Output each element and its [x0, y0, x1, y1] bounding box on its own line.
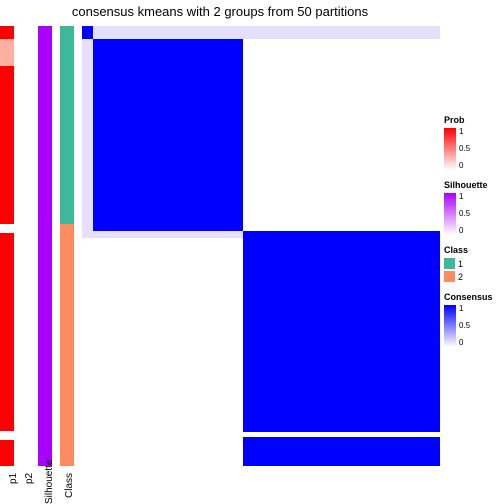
legend-tick: 0.5	[459, 145, 470, 153]
legend-tick: 0	[459, 162, 463, 170]
legend-title: Consensus	[444, 292, 502, 302]
legend-tick: 0.5	[459, 322, 470, 330]
consensus-heatmap	[82, 26, 440, 466]
legend-gradient-bar	[444, 305, 456, 347]
heatmap-row-cluster1	[82, 39, 440, 231]
legend-ticks: 10.50	[459, 193, 483, 235]
heatmap-body	[82, 39, 440, 466]
legends: Prob 10.50 Silhouette 10.50 Class 12 Con…	[444, 115, 502, 357]
annotation-col-silhouette	[38, 26, 52, 466]
annotation-segment	[60, 26, 74, 224]
legend-title: Class	[444, 245, 502, 255]
heatmap-cell	[82, 238, 243, 466]
legend-title: Prob	[444, 115, 502, 125]
heatmap-cell-group	[82, 231, 243, 466]
annotation-segment	[38, 26, 52, 466]
xlabel-class: Class	[64, 473, 75, 498]
heatmap-cell	[243, 231, 440, 432]
x-axis-labels: p1 p2 Silhouette Class	[0, 468, 440, 504]
heatmap-cell	[243, 437, 440, 466]
legend-title: Silhouette	[444, 180, 502, 190]
legend-silhouette: Silhouette 10.50	[444, 180, 502, 235]
annotation-segment	[16, 26, 30, 466]
legend-tick: 1	[459, 128, 463, 136]
legend-items: 12	[444, 258, 502, 282]
xlabel-silhouette: Silhouette	[44, 460, 55, 504]
heatmap-col-annotation	[82, 26, 440, 39]
legend-ticks: 10.50	[459, 305, 483, 347]
legend-ticks: 10.50	[459, 128, 483, 170]
legend-gradient-bar	[444, 128, 456, 170]
legend-label: 1	[458, 259, 463, 269]
plot-area	[0, 26, 440, 466]
legend-prob: Prob 10.50	[444, 115, 502, 170]
heatmap-cell	[243, 39, 440, 231]
annotation-segment	[0, 224, 14, 233]
annotation-col-p2	[16, 26, 30, 466]
annotation-col-class	[60, 26, 74, 466]
legend-tick: 0	[459, 227, 463, 235]
legend-class: Class 12	[444, 245, 502, 282]
heatmap-row-cluster2	[82, 231, 440, 466]
heatmap-cell	[82, 26, 93, 39]
annotation-segment	[0, 26, 14, 39]
heatmap-cell	[93, 26, 440, 39]
legend-label: 2	[458, 272, 463, 282]
legend-swatch	[444, 271, 455, 282]
heatmap-cell	[93, 39, 243, 231]
page-title: consensus kmeans with 2 groups from 50 p…	[0, 4, 440, 19]
annotation-segment	[60, 224, 74, 466]
xlabel-p1: p1	[8, 473, 19, 484]
annotation-segment	[0, 233, 14, 431]
legend-tick: 1	[459, 193, 463, 201]
legend-item: 2	[444, 271, 502, 282]
legend-consensus: Consensus 10.50	[444, 292, 502, 347]
heatmap-cell-group	[243, 231, 440, 466]
annotation-col-p1	[0, 26, 14, 466]
annotation-columns	[0, 26, 82, 466]
legend-swatch	[444, 258, 455, 269]
legend-gradient-bar	[444, 193, 456, 235]
legend-item: 1	[444, 258, 502, 269]
annotation-segment	[0, 440, 14, 466]
xlabel-p2: p2	[24, 473, 35, 484]
legend-tick: 1	[459, 305, 463, 313]
legend-tick: 0	[459, 339, 463, 347]
legend-tick: 0.5	[459, 210, 470, 218]
annotation-segment	[0, 66, 14, 224]
heatmap-cell	[82, 231, 243, 238]
annotation-segment	[0, 431, 14, 440]
heatmap-cell	[82, 39, 93, 231]
annotation-segment	[0, 39, 14, 65]
